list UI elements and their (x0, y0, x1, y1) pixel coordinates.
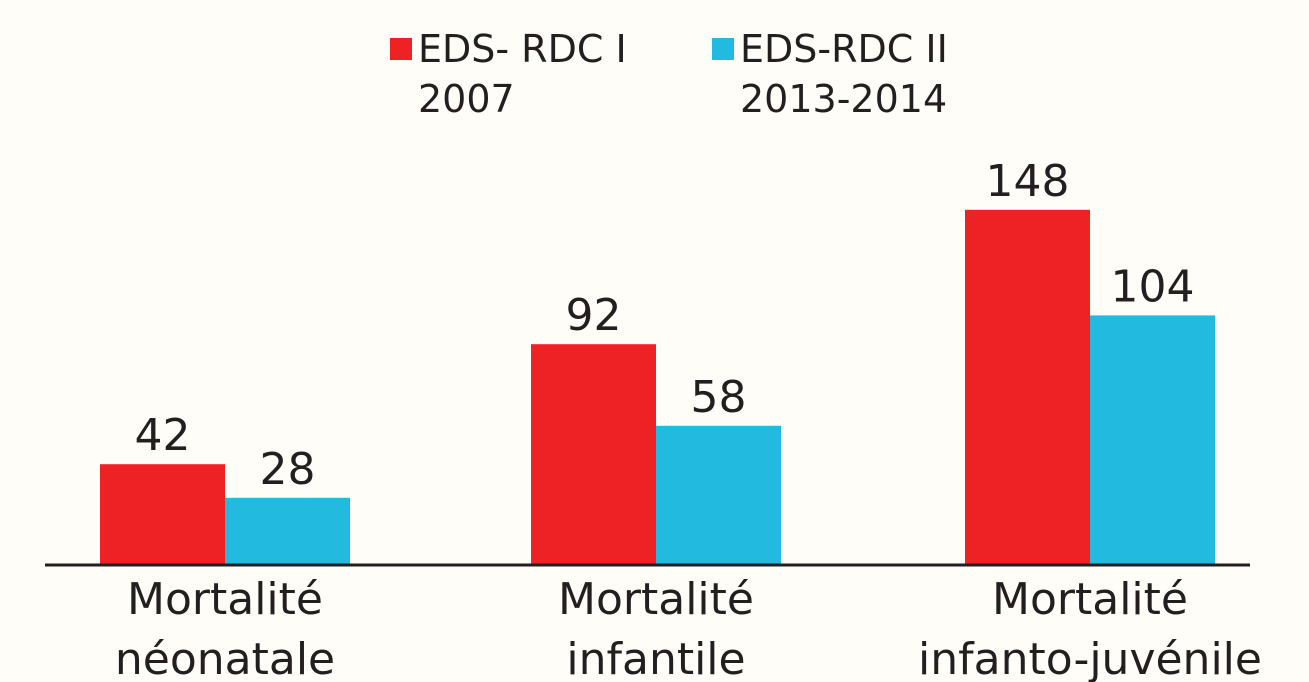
legend-label: EDS- RDC I (418, 27, 627, 71)
x-tick-label: infantile (566, 634, 745, 682)
x-tick-label: Mortalité (558, 574, 754, 625)
bar (225, 497, 350, 565)
legend-label: 2007 (418, 77, 515, 121)
x-tick-label: néonatale (115, 634, 335, 682)
bar (100, 464, 225, 565)
bar (656, 425, 781, 565)
x-tick-label: infanto-juvénile (918, 634, 1262, 682)
bar (965, 209, 1090, 566)
value-label: 28 (260, 444, 316, 495)
value-label: 42 (135, 410, 191, 461)
value-label: 104 (1111, 261, 1195, 312)
bar (531, 344, 656, 565)
legend-swatch (390, 38, 412, 60)
legend-label: 2013-2014 (740, 77, 947, 121)
legend-label: EDS-RDC II (740, 27, 948, 71)
value-label: 92 (566, 290, 622, 341)
x-tick-label: Mortalité (127, 574, 323, 625)
bar (1090, 315, 1215, 565)
value-label: 58 (691, 372, 747, 423)
x-tick-label: Mortalité (992, 574, 1188, 625)
legend-swatch (712, 38, 734, 60)
value-label: 148 (986, 156, 1070, 207)
